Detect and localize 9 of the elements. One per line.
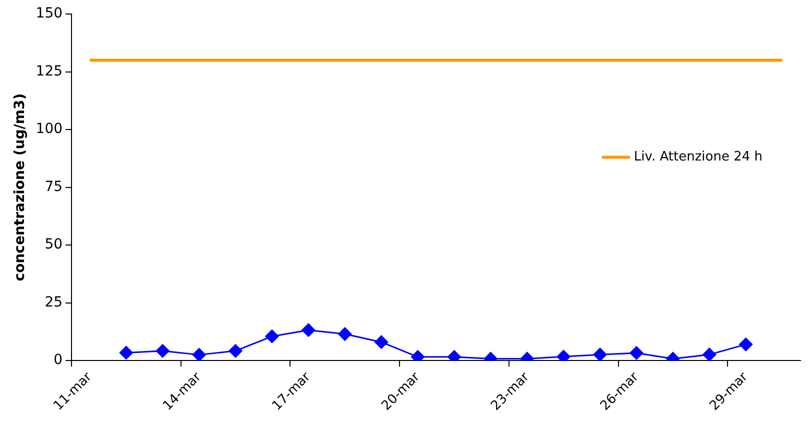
- y-tick-label: 50: [44, 236, 63, 253]
- y-tick-label: 150: [36, 6, 63, 22]
- y-tick-label: 125: [36, 63, 63, 80]
- y-tick-label: 100: [36, 121, 63, 138]
- y-tick-label: 75: [44, 178, 63, 195]
- legend-label: Liv. Attenzione 24 h: [634, 150, 763, 165]
- y-tick-label: 0: [54, 352, 63, 368]
- y-axis-title: concentrazione (ug/m3): [12, 93, 28, 282]
- y-tick-label: 25: [44, 294, 63, 310]
